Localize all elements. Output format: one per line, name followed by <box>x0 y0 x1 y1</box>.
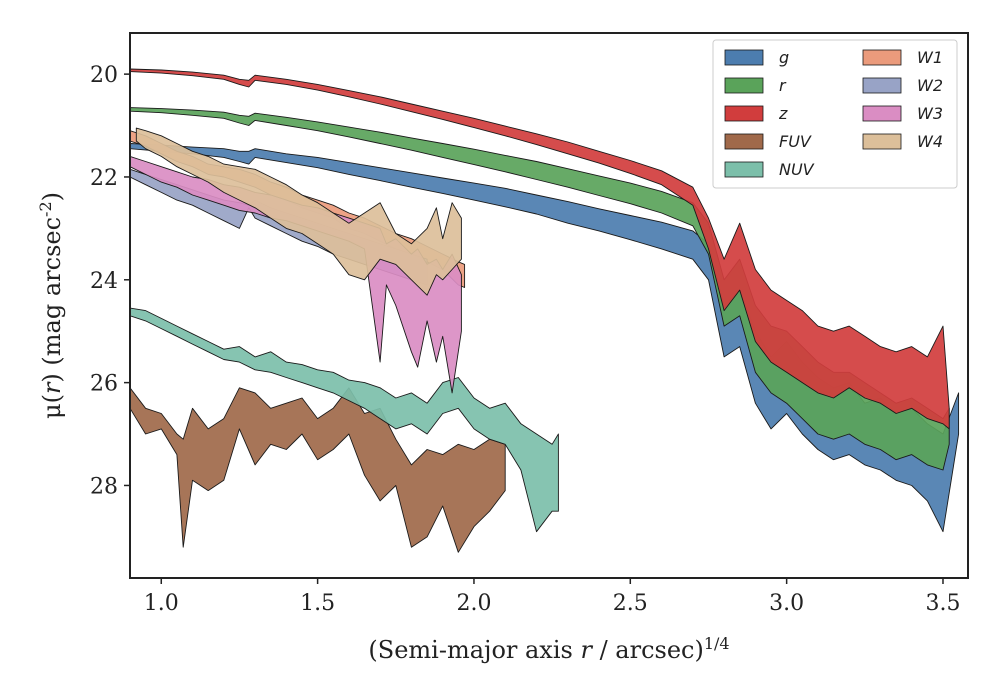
legend-swatch-w2 <box>862 77 902 94</box>
x-tick-label: 1.5 <box>300 591 335 616</box>
legend-swatch-z <box>724 105 764 122</box>
legend-label-w3: W3 <box>917 104 943 123</box>
x-tick-label: 3.5 <box>925 591 960 616</box>
series-band-nuv <box>130 307 559 533</box>
legend-label-g: g <box>779 48 789 67</box>
plot-frame <box>129 32 969 579</box>
legend-label-w4: W4 <box>917 132 943 151</box>
x-axis-title: (Semi-major axis r / arcsec)1/4 <box>368 634 729 665</box>
series-band-r <box>130 107 950 471</box>
y-axis-title: μ(r) (mag arcsec-2) <box>36 192 67 419</box>
legend-label-fuv: FUV <box>779 132 812 151</box>
legend-label-z: z <box>778 104 788 123</box>
x-tick-label: 3.0 <box>769 591 804 616</box>
legend: grz FUV NUV W1 W2 W3 W4 <box>712 39 958 189</box>
legend-swatch-r <box>724 77 764 94</box>
legend-swatch-fuv <box>724 133 764 150</box>
series-band-z <box>130 68 950 430</box>
y-axis: 20 22 24 26 28 <box>90 63 130 499</box>
legend-label-r: r <box>779 76 787 95</box>
series-band-fuv <box>130 387 506 553</box>
x-tick-label: 2.5 <box>613 591 648 616</box>
legend-label-nuv: NUV <box>779 160 815 179</box>
legend-label-w1: W1 <box>917 48 943 67</box>
legend-swatch-g <box>724 49 764 66</box>
series-layer <box>130 68 960 553</box>
series-band-w4 <box>135 127 462 296</box>
legend-swatch-nuv <box>724 161 764 178</box>
series-band-g <box>130 143 960 533</box>
y-tick-label: 20 <box>90 63 118 88</box>
x-axis: 1.0 1.5 2.0 2.5 3.0 3.5 <box>144 578 960 616</box>
x-tick-label: 2.0 <box>456 591 491 616</box>
y-tick-label: 26 <box>90 372 118 397</box>
legend-swatch-w4 <box>862 133 902 150</box>
y-tick-label: 24 <box>90 269 118 294</box>
legend-box <box>712 39 958 189</box>
y-tick-label: 28 <box>90 474 118 499</box>
x-tick-label: 1.0 <box>144 591 179 616</box>
legend-swatch-w1 <box>862 49 902 66</box>
legend-label-w2: W2 <box>917 76 943 95</box>
legend-swatch-w3 <box>862 105 902 122</box>
y-tick-label: 22 <box>90 166 118 191</box>
